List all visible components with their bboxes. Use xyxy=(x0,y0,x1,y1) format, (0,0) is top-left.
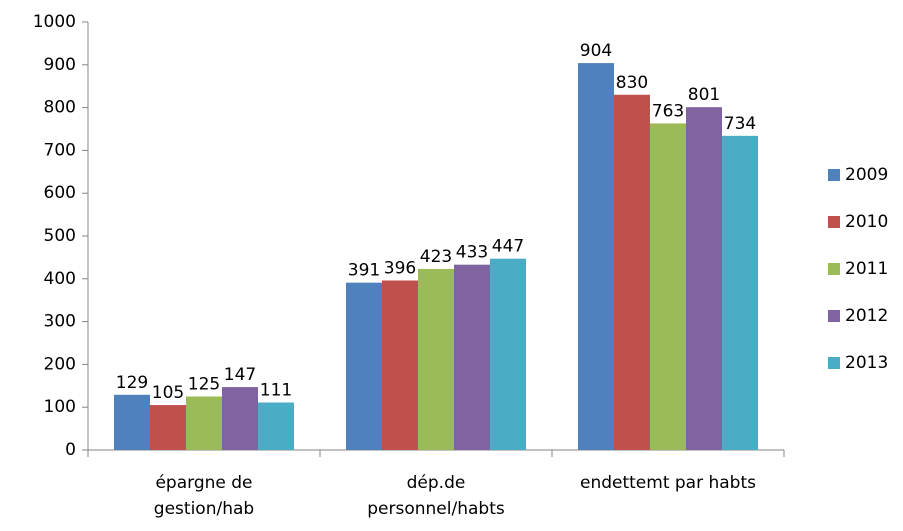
data-label: 147 xyxy=(224,365,256,385)
legend-label: 2012 xyxy=(845,306,888,326)
y-tick-label: 500 xyxy=(44,226,76,246)
data-label: 391 xyxy=(348,261,380,281)
legend-swatch xyxy=(828,310,840,322)
data-label: 396 xyxy=(384,259,416,279)
bar xyxy=(346,282,382,450)
bar xyxy=(150,405,186,450)
legend-swatch xyxy=(828,263,840,275)
bar xyxy=(650,123,686,450)
bar xyxy=(222,387,258,450)
legend-label: 2013 xyxy=(845,353,888,373)
legend-label: 2010 xyxy=(845,212,888,232)
bar xyxy=(490,258,526,450)
y-tick-label: 1000 xyxy=(33,12,76,32)
legend-swatch xyxy=(828,216,840,228)
bar xyxy=(114,394,150,450)
y-tick-label: 900 xyxy=(44,55,76,75)
y-tick-label: 700 xyxy=(44,140,76,160)
data-label: 423 xyxy=(420,247,452,267)
legend-swatch xyxy=(828,357,840,369)
x-tick-label: dép.de personnel/habts xyxy=(367,473,505,519)
y-tick-label: 800 xyxy=(44,98,76,118)
data-label: 433 xyxy=(456,243,488,263)
data-label: 763 xyxy=(652,101,684,121)
bar xyxy=(614,94,650,450)
y-tick-label: 400 xyxy=(44,269,76,289)
y-tick-label: 0 xyxy=(65,440,76,460)
data-label: 105 xyxy=(152,383,184,403)
data-label: 734 xyxy=(724,114,756,134)
bar xyxy=(722,135,758,450)
x-tick-label: endettemt par habts xyxy=(579,473,756,493)
bar xyxy=(186,396,222,450)
x-tick-label: épargne de gestion/hab xyxy=(153,473,255,519)
y-tick-label: 200 xyxy=(44,354,76,374)
data-label: 129 xyxy=(116,373,148,393)
bar xyxy=(454,264,490,450)
bar xyxy=(578,63,614,450)
y-tick-label: 300 xyxy=(44,312,76,332)
data-label: 830 xyxy=(616,73,648,93)
legend-swatch xyxy=(828,169,840,181)
y-tick-label: 600 xyxy=(44,183,76,203)
data-label: 801 xyxy=(688,85,720,105)
legend-label: 2011 xyxy=(845,259,888,279)
legend-label: 2009 xyxy=(845,165,888,185)
data-label: 904 xyxy=(580,41,612,61)
data-label: 111 xyxy=(260,380,292,400)
data-label: 447 xyxy=(492,237,524,257)
data-label: 125 xyxy=(188,375,220,395)
bar xyxy=(418,268,454,450)
bar xyxy=(258,402,294,450)
y-tick-label: 100 xyxy=(44,397,76,417)
bar xyxy=(382,280,418,450)
bar xyxy=(686,107,722,450)
